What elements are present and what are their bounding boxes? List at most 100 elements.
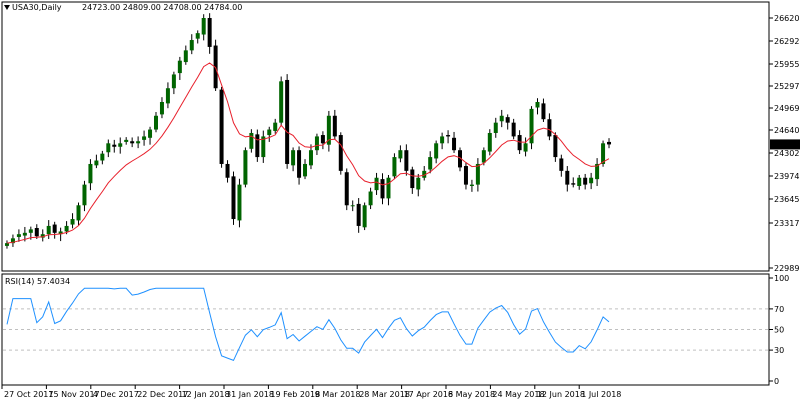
time-axis-label: 12 Jan 2018: [182, 390, 230, 399]
candle-body: [46, 225, 51, 235]
candle-body: [326, 115, 331, 145]
candle-body: [255, 134, 260, 158]
time-axis-label: 1 Jul 2018: [581, 390, 621, 399]
candle-body: [237, 184, 242, 221]
candle-body: [201, 18, 206, 35]
candle-body: [565, 170, 570, 185]
candle-body: [416, 177, 421, 190]
candle-body: [136, 141, 141, 144]
candle-body: [225, 163, 230, 178]
time-axis-label: 31 Jan 2018: [226, 390, 274, 399]
price-axis-label: 26620.00: [774, 14, 800, 23]
candle-body: [428, 157, 433, 170]
price-axis-label: 24969.10: [774, 104, 800, 113]
candle-body: [16, 234, 21, 237]
candle-body: [547, 119, 552, 137]
current-price-label: 24784.00: [771, 140, 800, 149]
price-panel-frame: [1, 1, 770, 272]
candle-body: [303, 163, 308, 177]
candle-body: [380, 179, 385, 199]
candle-body: [559, 158, 564, 171]
candle-body: [58, 231, 63, 235]
candle-body: [70, 219, 75, 225]
candle-body: [577, 177, 582, 187]
time-axis-label: 4 Dec 2017: [93, 390, 139, 399]
candle-body: [159, 102, 164, 115]
candle-body: [535, 102, 540, 108]
rsi-line: [6, 287, 610, 362]
rsi-axis: 100 70 50 30 0: [769, 274, 789, 386]
time-axis-label: 19 Feb 2018: [270, 390, 320, 399]
candle-body: [34, 228, 39, 237]
time-axis-label: 12 Jun 2018: [537, 390, 585, 399]
candle-body: [219, 89, 224, 164]
candle-body: [243, 150, 248, 185]
candle-body: [493, 122, 498, 133]
candle-body: [481, 150, 486, 163]
candle-body: [124, 139, 129, 142]
candle-body: [398, 150, 403, 159]
price-axis-label: 26292.45: [774, 37, 800, 46]
candle-body: [320, 135, 325, 144]
candle-body: [76, 205, 81, 221]
candle-body: [511, 122, 516, 137]
candle-body: [529, 108, 534, 144]
candle-body: [82, 184, 87, 206]
price-axis-label: 22989.05: [774, 264, 800, 273]
candle-body: [183, 50, 188, 63]
candle-body: [344, 172, 349, 206]
candle-body: [463, 166, 468, 185]
time-axis-label: 24 May 2018: [492, 390, 544, 399]
price-axis: 26620.00 26292.45 25955.75 25297.45 24969.10…: [769, 14, 800, 273]
time-axis-label: 22 Dec 2017: [137, 390, 188, 399]
candle-body: [154, 115, 158, 130]
candle-body: [404, 150, 409, 171]
candle-body: [368, 191, 373, 206]
candlestick-series: [4, 13, 612, 249]
candle-body: [553, 135, 558, 158]
candle-body: [452, 137, 457, 151]
candle-body: [308, 150, 313, 166]
current-price-tag: [770, 139, 800, 150]
candle-body: [487, 132, 492, 152]
candle-body: [261, 136, 266, 158]
candle-body: [94, 160, 99, 166]
rsi-axis-label: 70: [774, 305, 784, 314]
candle-body: [297, 150, 302, 178]
candle-body: [28, 229, 33, 233]
candle-body: [314, 136, 319, 151]
candle-body: [595, 163, 600, 180]
candle-body: [356, 203, 361, 226]
candle-body: [434, 143, 439, 159]
price-axis-label: 24640.75: [774, 126, 800, 135]
candle-body: [165, 88, 170, 104]
candle-body: [249, 132, 254, 149]
candle-body: [291, 150, 296, 166]
price-axis-label: 23645.75: [774, 195, 800, 204]
rsi-axis-label: 50: [774, 326, 784, 335]
candle-body: [40, 234, 45, 238]
time-axis-label: 9 Mar 2018: [315, 390, 361, 399]
candle-body: [505, 117, 510, 123]
candle-body: [458, 150, 462, 168]
price-axis-label: 24302.45: [774, 149, 800, 158]
symbol-timeframe: USA30,Daily: [12, 3, 62, 12]
candle-body: [332, 115, 337, 137]
candle-body: [338, 135, 343, 171]
triangle-down-icon[interactable]: [4, 5, 10, 10]
candle-body: [541, 103, 546, 120]
rsi-grid: [3, 308, 768, 351]
candle-body: [267, 129, 272, 136]
candle-body: [112, 144, 117, 147]
candle-body: [279, 81, 284, 123]
time-axis-label: 15 Nov 2017: [48, 390, 99, 399]
candle-body: [475, 163, 480, 185]
candle-body: [499, 115, 504, 122]
candle-body: [100, 153, 105, 161]
candle-body: [130, 141, 135, 144]
candle-body: [440, 136, 445, 144]
time-axis-label: 28 Mar 2018: [359, 390, 410, 399]
candle-body: [285, 79, 290, 164]
